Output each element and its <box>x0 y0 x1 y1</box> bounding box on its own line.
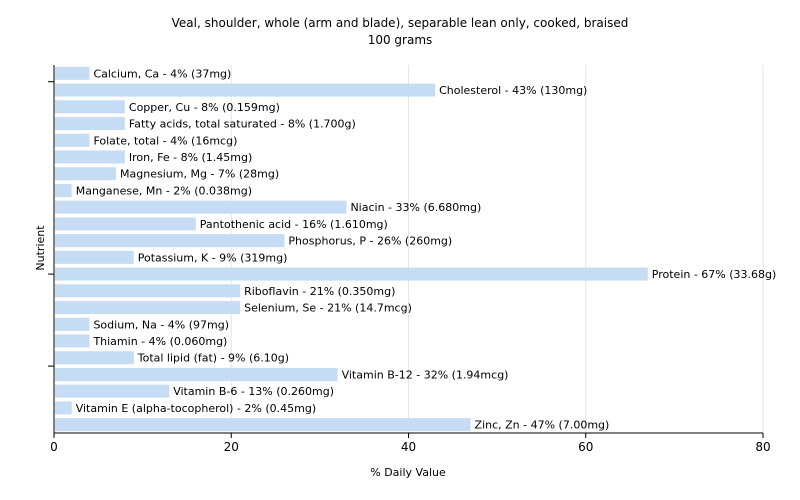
bar-label-21: Zinc, Zn - 47% (7.00mg) <box>475 419 610 432</box>
y-axis-title: Nutrient <box>34 225 47 271</box>
bar-19 <box>55 384 170 398</box>
bar-20 <box>55 401 72 415</box>
bar-9 <box>55 217 196 231</box>
bar-17 <box>55 351 134 365</box>
bar-label-8: Niacin - 33% (6.680mg) <box>350 201 481 214</box>
bar-label-17: Total lipid (fat) - 9% (6.10g) <box>137 352 289 365</box>
x-tick-label-2: 40 <box>401 440 416 454</box>
bar-label-4: Folate, total - 4% (16mcg) <box>93 134 237 147</box>
bar-label-12: Protein - 67% (33.68g) <box>652 268 777 281</box>
bar-label-0: Calcium, Ca - 4% (37mg) <box>93 67 231 80</box>
bar-label-14: Selenium, Se - 21% (14.7mcg) <box>244 302 412 315</box>
bar-1 <box>55 83 436 97</box>
chart-title: Veal, shoulder, whole (arm and blade), s… <box>172 16 629 30</box>
x-tick-label-1: 20 <box>224 440 239 454</box>
x-tick-label-3: 60 <box>578 440 593 454</box>
bars-group: Calcium, Ca - 4% (37mg) Cholesterol - 43%… <box>55 66 777 432</box>
bar-label-10: Phosphorus, P - 26% (260mg) <box>288 235 452 248</box>
bar-4 <box>55 133 90 147</box>
bar-2 <box>55 100 125 114</box>
bar-label-5: Iron, Fe - 8% (1.45mg) <box>129 151 252 164</box>
bar-label-15: Sodium, Na - 4% (97mg) <box>93 318 229 331</box>
bar-label-6: Magnesium, Mg - 7% (28mg) <box>120 168 279 181</box>
bar-label-2: Copper, Cu - 8% (0.159mg) <box>129 101 280 114</box>
bar-10 <box>55 234 285 248</box>
bar-6 <box>55 167 117 181</box>
bar-7 <box>55 183 72 197</box>
bar-label-1: Cholesterol - 43% (130mg) <box>439 84 587 97</box>
bar-12 <box>55 267 648 281</box>
x-tick-label-4: 80 <box>755 440 770 454</box>
bar-15 <box>55 317 90 331</box>
x-axis-title: % Daily Value <box>370 466 446 479</box>
x-tick-label-0: 0 <box>50 440 58 454</box>
bar-label-7: Manganese, Mn - 2% (0.038mg) <box>76 184 252 197</box>
bar-label-16: Thiamin - 4% (0.060mg) <box>92 335 227 348</box>
bar-13 <box>55 284 241 298</box>
bar-5 <box>55 150 125 164</box>
bar-3 <box>55 117 125 131</box>
bar-label-3: Fatty acids, total saturated - 8% (1.700… <box>129 118 356 131</box>
bar-11 <box>55 250 134 264</box>
bar-0 <box>55 66 90 80</box>
bar-14 <box>55 301 241 315</box>
bar-label-11: Potassium, K - 9% (319mg) <box>138 251 288 264</box>
bar-18 <box>55 367 338 381</box>
bar-label-20: Vitamin E (alpha-tocopherol) - 2% (0.45m… <box>76 402 316 415</box>
chart-subtitle: 100 grams <box>368 33 433 47</box>
bar-21 <box>55 418 471 432</box>
bar-label-13: Riboflavin - 21% (0.350mg) <box>244 285 395 298</box>
axes-group: 0 20 40 60 80 <box>48 65 771 454</box>
bar-8 <box>55 200 347 214</box>
bar-label-19: Vitamin B-6 - 13% (0.260mg) <box>173 385 334 398</box>
bar-16 <box>55 334 90 348</box>
bar-label-18: Vitamin B-12 - 32% (1.94mcg) <box>342 368 509 381</box>
bar-label-9: Pantothenic acid - 16% (1.610mg) <box>200 218 388 231</box>
